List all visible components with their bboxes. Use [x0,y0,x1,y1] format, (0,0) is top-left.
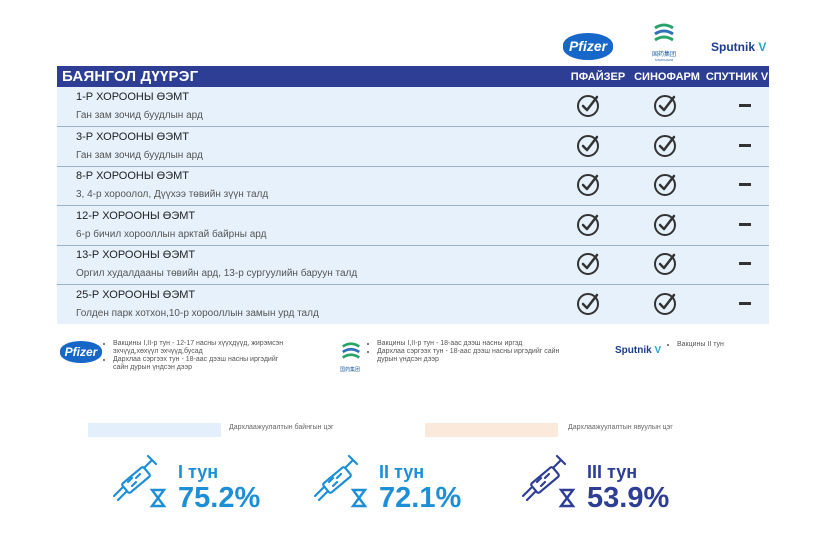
row-address: Оргил худалдааны төвийн ард, 13-р сургуу… [76,268,358,279]
column-pfizer: ПФАЙЗЕР [570,71,626,83]
table-row: 12-Р ХОРООНЫ ӨЭМТ 6-р бичил хорооллын арк… [57,206,769,246]
syringe-icon [309,452,373,513]
legend-sinopharm-emblem-icon [341,342,361,359]
pfizer-logo: Pfizer [563,33,613,60]
dash-icon [739,262,751,265]
dose-stat: II тун 72.1% [309,452,479,522]
legend-pfizer: Вакцины I,II-р тун - 12-17 насны хүүхдүү… [103,340,293,372]
legend-sputnik-logo-text: Sputnik V [615,345,662,356]
check-icon [575,172,601,198]
dose-stat: III тун 53.9% [517,452,687,522]
swatch-mobile-label: Дархлаажуулалтын явуулын цэг [568,424,673,431]
table-header: БАЯНГОЛ ДҮҮРЭГ ПФАЙЗЕР СИНОФАРМ СПУТНИК … [57,66,769,87]
legend-sputnik-line-1: Вакцины II тун [677,341,767,349]
column-sinopharm: СИНОФАРМ [634,71,700,83]
dash-icon [739,104,751,107]
row-title: 3-Р ХОРООНЫ ӨЭМТ [76,130,189,143]
legend-sputnik-logo: Sputnik V [615,345,662,356]
row-address: Ган зам зочид буудлын ард [76,149,203,161]
syringe-icon [517,452,581,513]
legend-pfizer-logo-text: Pfizer [60,341,102,363]
dose-label: III тун [587,462,638,482]
row-address: 3, 4-р хороолол, Дүүхээ төвийн зүүн талд [76,189,269,200]
dash-icon [739,183,751,186]
check-icon [652,251,678,277]
row-title: 8-Р ХОРООНЫ ӨЭМТ [76,170,189,182]
check-icon [652,172,678,198]
check-icon [575,93,601,119]
dose-stat: I тун 75.2% [108,452,278,522]
clinic-table: 1-Р ХОРООНЫ ӨЭМТ Ган зам зочид буудлын ар… [57,87,769,324]
dose-value: 75.2% [178,482,261,514]
check-icon [575,212,601,238]
dose-label: I тун [178,462,219,482]
row-title: 12-Р ХОРООНЫ ӨЭМТ [76,209,196,222]
legend-sinopharm-cn: 国药集团 [340,367,361,373]
dose-label: II тун [379,462,425,482]
check-icon [652,93,678,119]
row-title: 25-Р ХОРООНЫ ӨЭМТ [76,288,196,301]
row-address: Голден парк хотхон,10-р хорооллын замын … [76,307,319,319]
table-row: 25-Р ХОРООНЫ ӨЭМТ Голден парк хотхон,10-р… [57,285,769,324]
check-icon [575,291,601,317]
check-icon [652,212,678,238]
check-icon [652,133,678,159]
table-row: 3-Р ХОРООНЫ ӨЭМТ Ган зам зочид буудлын ар… [57,127,769,167]
sputnik-logo-text: Sputnik V [711,40,767,54]
row-title: 1-Р ХОРООНЫ ӨЭМТ [76,91,189,103]
legend-pfizer-logo: Pfizer [60,341,102,363]
dash-icon [739,301,751,305]
sinopharm-logo-cn: 国药集团 [651,52,676,58]
legend-pfizer-line-2: Дархлаа сэргээх тун - 18-аас дээш насны … [113,356,293,372]
check-icon [575,251,601,277]
sinopharm-logo-sub: SINOPHARM [654,58,674,62]
sinopharm-logo: 国药集团 SINOPHARM [644,22,684,62]
dash-icon [739,222,751,226]
legend-sinopharm-line-1: Вакцины I,II-р тун - 18-аас дээш насны и… [377,340,567,348]
swatch-available-label: Дархлаажуулалтын байнгын цэг [229,424,334,431]
dash-icon [739,143,751,147]
check-icon [575,133,601,159]
check-icon [652,291,678,317]
table-row: 8-Р ХОРООНЫ ӨЭМТ 3, 4-р хороолол, Дүүхээ … [57,166,769,206]
dose-value: 72.1% [379,482,462,514]
row-address: Ган зам зочид буудлын ард [76,110,203,121]
syringe-icon [108,452,172,513]
row-title: 13-Р ХОРООНЫ ӨЭМТ [76,249,196,261]
swatch-available [88,423,221,437]
table-row: 13-Р ХОРООНЫ ӨЭМТ Оргил худалдааны төвийн… [57,245,769,285]
legend-sinopharm-logo: 国药集团 [340,341,362,374]
table-row: 1-Р ХОРООНЫ ӨЭМТ Ган зам зочид буудлын ар… [57,87,769,127]
sinopharm-emblem-icon [654,23,674,42]
legend-pfizer-line-1: Вакцины I,II-р тун - 12-17 насны хүүхдүү… [113,340,293,356]
legend-sputnik: Вакцины II тун [667,341,767,349]
district-title: БАЯНГОЛ ДҮҮРЭГ [62,68,199,85]
legend-sinopharm-line-2: Дархлаа сэргээх тун - 18-аас дээш насны … [377,348,567,364]
column-sputnik: СПУТНИК V [705,71,769,83]
pfizer-logo-text: Pfizer [563,33,613,60]
swatch-mobile [425,423,558,437]
dose-value: 53.9% [587,482,670,514]
row-address: 6-р бичил хорооллын арктай байрны ард [76,228,267,240]
sputnik-logo: Sputnik V [711,38,766,56]
legend-sinopharm: Вакцины I,II-р тун - 18-аас дээш насны и… [367,340,567,364]
